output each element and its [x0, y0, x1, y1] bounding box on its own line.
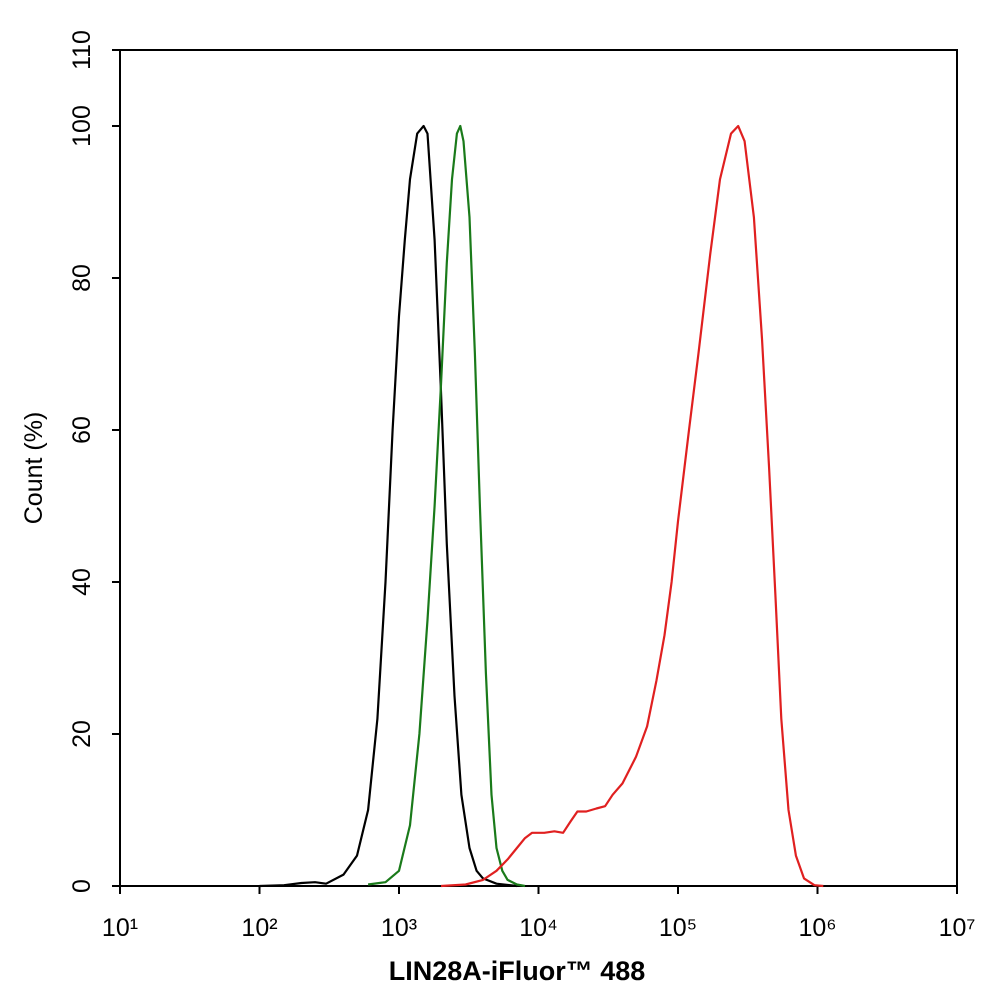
- x-tick-label: 10⁶: [798, 914, 836, 942]
- y-tick-label: 60: [68, 416, 96, 444]
- x-tick-label: 10²: [241, 914, 277, 942]
- series-line: [259, 124, 518, 888]
- x-tick-label: 10³: [381, 914, 417, 942]
- x-tick-label: 10⁴: [519, 914, 558, 942]
- y-tick-label: 40: [68, 568, 96, 596]
- x-axis-label: LIN28A-iFluor™ 488: [389, 956, 646, 986]
- y-tick-label: 0: [68, 879, 96, 893]
- y-tick-label: 20: [68, 720, 96, 748]
- series-line: [367, 124, 526, 888]
- x-tick-label: 10⁵: [659, 914, 697, 942]
- x-tick-label: 10¹: [102, 914, 138, 942]
- y-tick-label: 100: [68, 105, 96, 147]
- series-line: [440, 124, 824, 888]
- y-axis-label: Count (%): [20, 412, 48, 525]
- x-tick-label: 10⁷: [939, 914, 976, 942]
- y-tick-label: 110: [68, 30, 96, 70]
- y-tick-label: 80: [68, 264, 96, 292]
- plot-frame: [119, 49, 958, 887]
